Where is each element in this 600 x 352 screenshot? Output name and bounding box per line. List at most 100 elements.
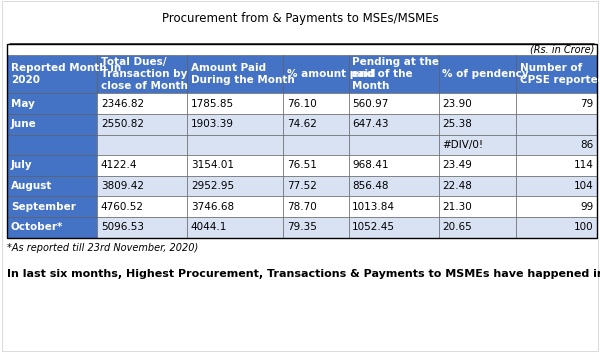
- Text: August: August: [11, 181, 52, 191]
- Text: 4044.1: 4044.1: [191, 222, 227, 232]
- Bar: [283, 134, 349, 155]
- Text: 25.38: 25.38: [442, 119, 472, 129]
- Bar: [187, 217, 283, 238]
- Bar: [349, 93, 439, 114]
- Text: 4760.52: 4760.52: [101, 202, 144, 212]
- Bar: [7, 176, 97, 196]
- Text: 3809.42: 3809.42: [101, 181, 144, 191]
- Text: June: June: [11, 119, 37, 129]
- Text: 114: 114: [574, 161, 593, 170]
- Text: % amount paid: % amount paid: [287, 69, 376, 79]
- Text: 968.41: 968.41: [352, 161, 389, 170]
- Text: In last six months, Highest Procurement, Transactions & Payments to MSMEs have h: In last six months, Highest Procurement,…: [7, 269, 600, 279]
- Bar: [439, 93, 516, 114]
- Bar: [7, 217, 97, 238]
- Bar: [439, 155, 516, 176]
- Text: 76.10: 76.10: [287, 99, 317, 109]
- Bar: [349, 155, 439, 176]
- Text: 100: 100: [574, 222, 593, 232]
- Bar: [516, 114, 597, 134]
- Text: 5096.53: 5096.53: [101, 222, 144, 232]
- Bar: [516, 155, 597, 176]
- Bar: [439, 176, 516, 196]
- Text: Procurement from & Payments to MSEs/MSMEs: Procurement from & Payments to MSEs/MSME…: [161, 12, 439, 25]
- Text: 3746.68: 3746.68: [191, 202, 234, 212]
- Bar: [516, 93, 597, 114]
- Bar: [283, 196, 349, 217]
- Bar: [283, 217, 349, 238]
- Bar: [283, 114, 349, 134]
- Text: 77.52: 77.52: [287, 181, 317, 191]
- Bar: [516, 217, 597, 238]
- Bar: [439, 44, 516, 55]
- Bar: [349, 176, 439, 196]
- Bar: [516, 55, 597, 93]
- Text: 2550.82: 2550.82: [101, 119, 144, 129]
- Bar: [97, 114, 187, 134]
- Bar: [283, 155, 349, 176]
- Bar: [283, 44, 349, 55]
- Text: 1785.85: 1785.85: [191, 99, 234, 109]
- Bar: [349, 55, 439, 93]
- Text: 3154.01: 3154.01: [191, 161, 234, 170]
- Text: 74.62: 74.62: [287, 119, 317, 129]
- Text: Amount Paid
During the Month: Amount Paid During the Month: [191, 63, 295, 85]
- Bar: [97, 155, 187, 176]
- Bar: [439, 196, 516, 217]
- Bar: [7, 44, 97, 55]
- Bar: [187, 55, 283, 93]
- Text: 78.70: 78.70: [287, 202, 317, 212]
- Bar: [439, 217, 516, 238]
- Bar: [516, 134, 597, 155]
- Bar: [7, 44, 597, 238]
- Text: 4122.4: 4122.4: [101, 161, 137, 170]
- Text: May: May: [11, 99, 35, 109]
- Text: October*: October*: [11, 222, 63, 232]
- Text: 2346.82: 2346.82: [101, 99, 144, 109]
- Text: 21.30: 21.30: [442, 202, 472, 212]
- Bar: [516, 44, 597, 55]
- Bar: [7, 155, 97, 176]
- Text: 1013.84: 1013.84: [352, 202, 395, 212]
- Bar: [97, 55, 187, 93]
- Bar: [97, 176, 187, 196]
- Bar: [187, 155, 283, 176]
- Bar: [349, 44, 439, 55]
- Bar: [439, 55, 516, 93]
- Bar: [283, 55, 349, 93]
- Bar: [439, 114, 516, 134]
- Bar: [7, 55, 97, 93]
- Bar: [7, 93, 97, 114]
- Text: Total Dues/
Transaction by
close of Month: Total Dues/ Transaction by close of Mont…: [101, 57, 188, 91]
- Bar: [187, 93, 283, 114]
- Text: 22.48: 22.48: [442, 181, 472, 191]
- Text: September: September: [11, 202, 76, 212]
- Bar: [97, 93, 187, 114]
- Text: 99: 99: [580, 202, 593, 212]
- Bar: [187, 114, 283, 134]
- Text: 23.49: 23.49: [442, 161, 472, 170]
- Text: 560.97: 560.97: [352, 99, 389, 109]
- Bar: [187, 134, 283, 155]
- Bar: [7, 114, 97, 134]
- Text: (Rs. in Crore): (Rs. in Crore): [530, 44, 595, 54]
- Bar: [349, 134, 439, 155]
- Bar: [97, 196, 187, 217]
- Text: % of pendency: % of pendency: [442, 69, 529, 79]
- Text: 79.35: 79.35: [287, 222, 317, 232]
- Text: 76.51: 76.51: [287, 161, 317, 170]
- Text: Number of
CPSE reported: Number of CPSE reported: [520, 63, 600, 85]
- Bar: [283, 176, 349, 196]
- Text: 86: 86: [580, 140, 593, 150]
- Text: #DIV/0!: #DIV/0!: [442, 140, 484, 150]
- Bar: [7, 134, 97, 155]
- Bar: [97, 44, 187, 55]
- Text: Pending at the
end of the
Month: Pending at the end of the Month: [352, 57, 439, 91]
- Text: 1903.39: 1903.39: [191, 119, 234, 129]
- Bar: [349, 114, 439, 134]
- Bar: [187, 196, 283, 217]
- Text: Reported Month in
2020: Reported Month in 2020: [11, 63, 121, 85]
- Bar: [187, 44, 283, 55]
- Bar: [516, 176, 597, 196]
- Text: 2952.95: 2952.95: [191, 181, 234, 191]
